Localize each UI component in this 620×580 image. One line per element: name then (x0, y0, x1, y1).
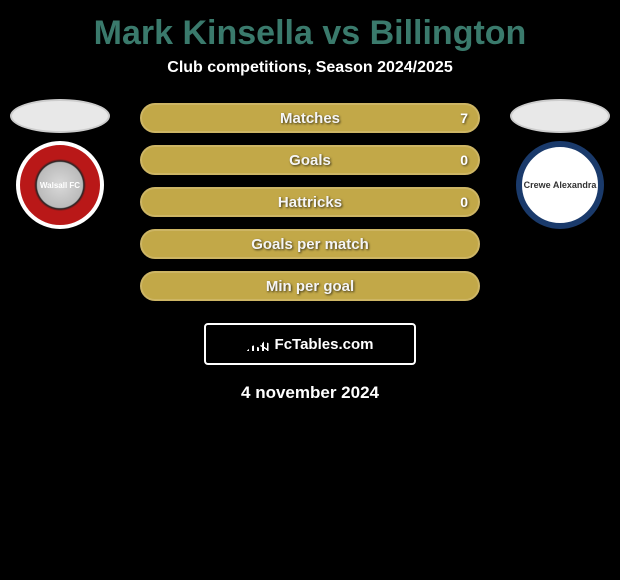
stat-bars: Matches 7 Goals 0 Hattricks 0 Goals per … (140, 99, 480, 301)
player-right-column: Crewe Alexandra (500, 99, 620, 229)
stat-right-value: 7 (460, 105, 468, 131)
stat-bar-min-per-goal: Min per goal (140, 271, 480, 301)
club-crest-left-label: Walsall FC (40, 181, 80, 190)
chart-icon (247, 337, 269, 351)
stat-label: Goals per match (142, 231, 478, 257)
stat-bar-hattricks: Hattricks 0 (140, 187, 480, 217)
stat-label: Matches (142, 105, 478, 131)
snapshot-date: 4 november 2024 (0, 365, 620, 403)
stat-bar-goals: Goals 0 (140, 145, 480, 175)
stat-bar-matches: Matches 7 (140, 103, 480, 133)
club-crest-right-label: Crewe Alexandra (524, 180, 597, 190)
page-title: Mark Kinsella vs Billington (0, 0, 620, 59)
stat-right-value: 0 (460, 189, 468, 215)
stat-label: Min per goal (142, 273, 478, 299)
club-crest-left: Walsall FC (16, 141, 104, 229)
player-right-avatar (510, 99, 610, 133)
stat-label: Hattricks (142, 189, 478, 215)
comparison-panel: Walsall FC Crewe Alexandra Matches 7 Goa… (0, 99, 620, 403)
club-crest-right: Crewe Alexandra (516, 141, 604, 229)
stat-label: Goals (142, 147, 478, 173)
player-left-avatar (10, 99, 110, 133)
page-subtitle: Club competitions, Season 2024/2025 (0, 59, 620, 99)
branding-text: FcTables.com (275, 336, 374, 353)
stat-right-value: 0 (460, 147, 468, 173)
branding-box[interactable]: FcTables.com (204, 323, 416, 365)
player-left-column: Walsall FC (0, 99, 120, 229)
stat-bar-goals-per-match: Goals per match (140, 229, 480, 259)
